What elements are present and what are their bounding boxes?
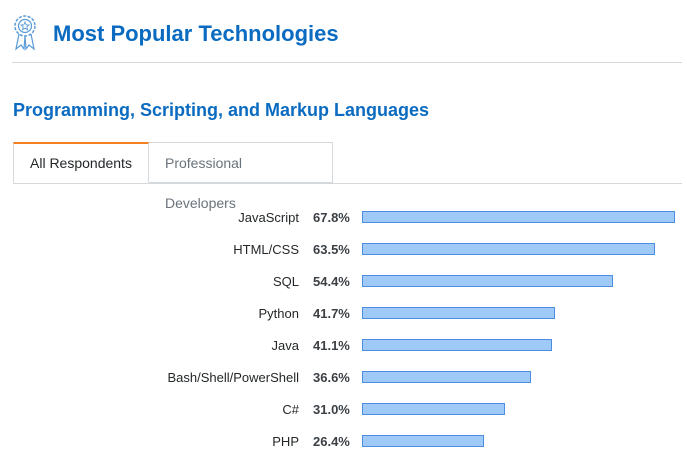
language-label: Java (271, 338, 299, 353)
bar (362, 211, 675, 223)
percentage-label: 41.1% (313, 338, 350, 353)
award-badge-icon (14, 15, 36, 51)
chart-row: C# 31.0% (0, 400, 687, 420)
percentage-label: 26.4% (313, 434, 350, 449)
bar (362, 339, 552, 351)
chart-row: PHP 26.4% (0, 432, 687, 452)
percentage-label: 41.7% (313, 306, 350, 321)
tab-all-respondents[interactable]: All Respondents (13, 142, 149, 183)
section-title: Programming, Scripting, and Markup Langu… (13, 100, 430, 120)
tab-professional-developers[interactable]: Professional Developers (149, 142, 333, 211)
chart-row: JavaScript 67.8% (0, 208, 687, 228)
language-label: PHP (272, 434, 299, 449)
language-label: C# (282, 402, 299, 417)
bar (362, 307, 555, 319)
chart-row: Python 41.7% (0, 304, 687, 324)
bar (362, 275, 613, 287)
bar (362, 371, 531, 383)
language-label: HTML/CSS (233, 242, 299, 257)
language-label: SQL (272, 274, 299, 289)
chart-row: HTML/CSS 63.5% (0, 240, 687, 260)
bar (362, 403, 505, 415)
chart-row: Java 41.1% (0, 336, 687, 356)
bar (362, 435, 484, 447)
chart-row: Bash/Shell/PowerShell 36.6% (0, 368, 687, 388)
language-label: JavaScript (238, 210, 299, 225)
percentage-label: 31.0% (313, 402, 350, 417)
percentage-label: 54.4% (313, 274, 350, 289)
page-title: Most Popular Technologies (53, 21, 339, 46)
language-label: Python (258, 306, 299, 321)
respondent-tabs: All Respondents Professional Developers (13, 142, 682, 211)
percentage-label: 67.8% (313, 210, 350, 225)
chart-row: SQL 54.4% (0, 272, 687, 292)
languages-bar-chart: JavaScript 67.8% HTML/CSS 63.5% SQL 54.4% Pyth… (0, 208, 687, 458)
percentage-label: 36.6% (313, 370, 350, 385)
bar (362, 243, 655, 255)
language-label: Bash/Shell/PowerShell (167, 370, 299, 385)
page-header: Most Popular Technologies (12, 12, 682, 63)
percentage-label: 63.5% (313, 242, 350, 257)
